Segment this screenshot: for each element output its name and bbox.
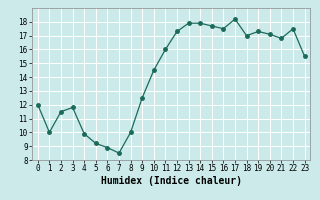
- X-axis label: Humidex (Indice chaleur): Humidex (Indice chaleur): [101, 176, 242, 186]
